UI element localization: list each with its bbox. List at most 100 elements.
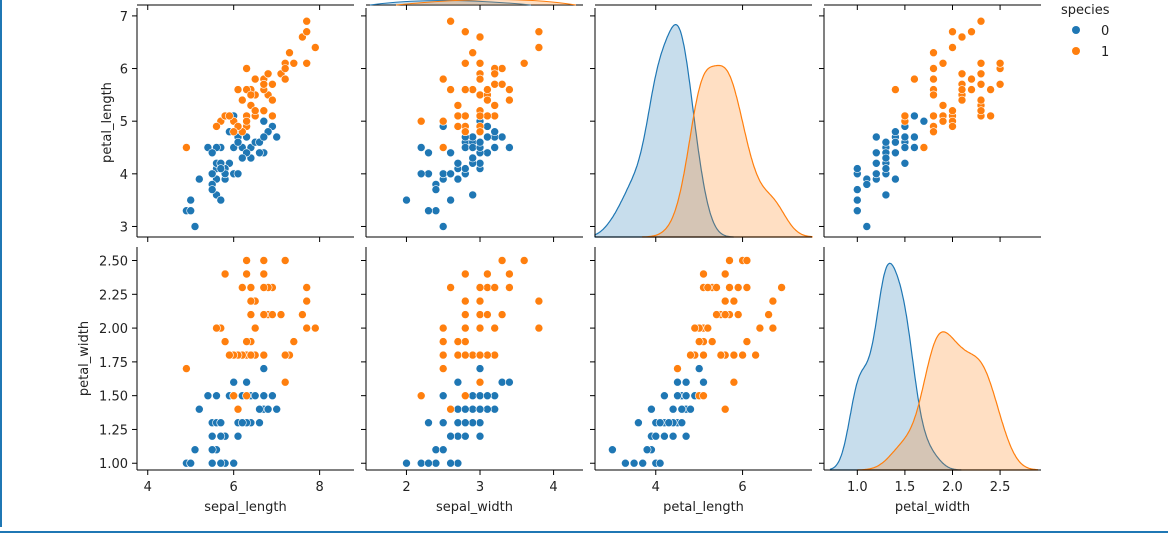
- scatter-point-series-0: [259, 116, 269, 126]
- y-tick-label-petal_length: 5: [120, 115, 128, 130]
- scatter-point-series-1: [280, 350, 290, 360]
- scatter-point-series-1: [220, 337, 230, 346]
- scatter-point-series-0: [468, 404, 478, 414]
- scatter-point-series-1: [948, 27, 957, 37]
- scatter-point-series-0: [424, 418, 433, 428]
- scatter-point-series-0: [195, 404, 204, 414]
- scatter-point-series-0: [505, 377, 514, 387]
- x-tick-label-petal_width: 1.0: [847, 480, 868, 495]
- scatter-point-series-1: [505, 283, 514, 292]
- scatter-point-series-0: [190, 445, 200, 455]
- scatter-point-series-0: [862, 222, 872, 231]
- scatter-point-series-0: [900, 132, 910, 142]
- scatter-point-series-1: [242, 337, 251, 346]
- scatter-point-series-0: [881, 137, 891, 147]
- scatter-point-series-1: [900, 111, 910, 121]
- scatter-point-series-0: [238, 153, 247, 163]
- scatter-point-series-1: [310, 43, 320, 52]
- scatter-point-series-0: [490, 391, 500, 401]
- scatter-point-series-0: [694, 364, 704, 373]
- scatter-point-series-1: [720, 269, 730, 279]
- scatter-point-series-1: [910, 74, 919, 84]
- scatter-point-series-1: [446, 16, 455, 26]
- scatter-point-series-0: [490, 127, 500, 136]
- scatter-point-series-1: [703, 323, 713, 333]
- scatter-point-series-0: [910, 143, 919, 152]
- scatter-point-series-1: [505, 269, 514, 279]
- scatter-point-series-0: [446, 431, 455, 441]
- scatter-point-series-0: [207, 169, 217, 179]
- y-axis-label-petal_length: petal_length: [100, 82, 115, 163]
- y-tick-label-petal_width: 2.25: [99, 288, 128, 303]
- y-axis-label-petal_width: petal_width: [77, 321, 92, 396]
- scatter-point-series-0: [655, 418, 665, 428]
- scatter-point-series-0: [402, 458, 411, 468]
- scatter-point-series-0: [438, 169, 448, 179]
- scatter-point-series-1: [416, 116, 426, 126]
- scatter-point-series-1: [690, 323, 700, 333]
- scatter-point-series-0: [919, 116, 929, 126]
- scatter-point-series-0: [424, 169, 433, 179]
- scatter-point-series-0: [862, 180, 872, 189]
- scatter-point-series-0: [699, 377, 708, 387]
- scatter-point-series-1: [438, 337, 448, 346]
- scatter-point-series-1: [453, 337, 463, 346]
- y-tick-label-petal_width: 1.50: [99, 390, 128, 405]
- scatter-point-series-1: [446, 283, 455, 292]
- kde-curve-series-0: [829, 262, 962, 471]
- scatter-point-series-0: [852, 185, 862, 194]
- scatter-point-series-1: [250, 323, 260, 333]
- scatter-point-series-0: [634, 418, 643, 428]
- scatter-point-series-1: [438, 350, 448, 360]
- scatter-point-series-1: [259, 80, 269, 89]
- scatter-point-series-0: [651, 431, 661, 441]
- scatter-point-series-1: [995, 80, 1005, 89]
- scatter-point-series-0: [431, 458, 441, 468]
- scatter-point-series-1: [302, 27, 312, 37]
- scatter-point-series-1: [302, 323, 312, 333]
- scatter-point-series-0: [642, 445, 652, 455]
- scatter-point-series-1: [453, 350, 463, 360]
- scatter-point-series-0: [475, 391, 485, 401]
- scatter-point-series-0: [638, 458, 648, 468]
- scatter-point-series-1: [976, 58, 986, 68]
- scatter-point-series-1: [460, 127, 470, 136]
- panel-petal_width-vs-sepal_length: [132, 247, 354, 475]
- scatter-point-series-1: [686, 350, 695, 360]
- scatter-point-series-0: [686, 404, 695, 414]
- scatter-point-series-1: [483, 111, 492, 121]
- scatter-point-series-1: [490, 323, 500, 333]
- scatter-point-series-1: [729, 350, 739, 360]
- scatter-point-series-1: [733, 310, 743, 319]
- x-tick-label-petal_length: 4: [652, 480, 660, 495]
- scatter-point-series-1: [497, 64, 507, 73]
- scatter-point-series-0: [233, 431, 243, 441]
- scatter-point-series-0: [190, 222, 200, 231]
- scatter-point-series-1: [289, 58, 299, 68]
- legend-title: species: [1061, 3, 1110, 18]
- y-tick-label-petal_length: 6: [120, 63, 128, 78]
- window-left-border: [0, 0, 2, 527]
- scatter-point-series-1: [729, 296, 739, 306]
- scatter-point-series-1: [259, 269, 269, 279]
- panel-petal_width-vs-petal_width: [819, 247, 1041, 475]
- scatter-point-series-1: [534, 43, 544, 52]
- scatter-point-series-0: [431, 206, 441, 215]
- scatter-point-series-1: [259, 310, 269, 319]
- y-tick-label-petal_width: 2.50: [99, 255, 128, 270]
- legend-marker-1: [1072, 47, 1080, 55]
- scatter-point-series-1: [725, 283, 734, 292]
- scatter-point-series-0: [891, 127, 900, 136]
- scatter-point-series-1: [742, 337, 752, 346]
- scatter-point-series-1: [475, 58, 485, 68]
- scatter-point-series-0: [647, 404, 656, 414]
- scatter-point-series-1: [475, 90, 485, 100]
- scatter-point-series-1: [948, 106, 957, 115]
- scatter-point-series-0: [490, 143, 500, 152]
- x-axis-label-petal_length: petal_length: [663, 500, 744, 515]
- panel-petal_width-vs-sepal_width: [361, 247, 583, 475]
- scatter-point-series-1: [259, 256, 269, 265]
- scatter-point-series-0: [431, 185, 441, 194]
- scatter-point-series-1: [957, 32, 967, 42]
- top-clipped-kde-1: [395, 0, 577, 6]
